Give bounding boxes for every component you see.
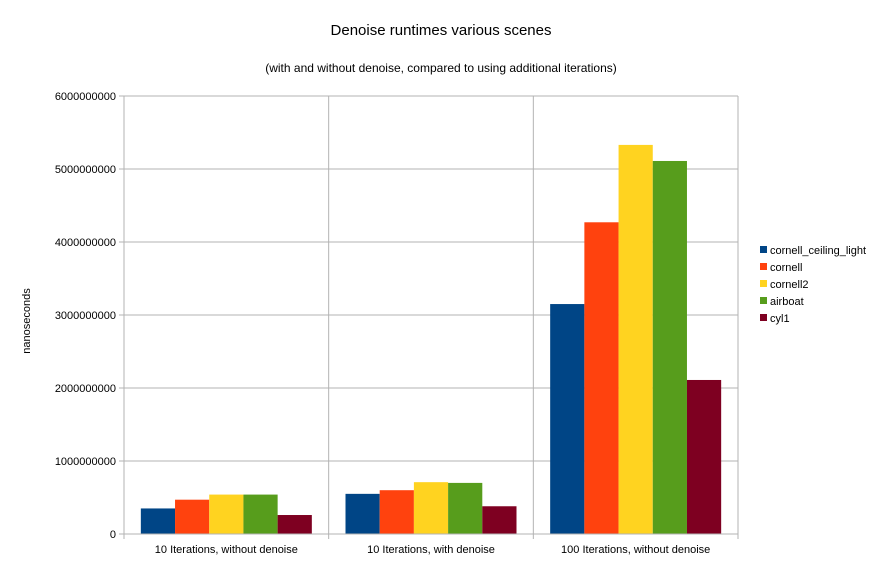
chart-title: Denoise runtimes various scenes bbox=[331, 22, 552, 39]
y-tick-label: 0 bbox=[110, 529, 116, 541]
y-tick-label: 1000000000 bbox=[55, 456, 116, 468]
legend-swatch-cornell bbox=[760, 263, 767, 270]
x-tick-label: 100 Iterations, without denoise bbox=[561, 544, 710, 556]
bar-airboat bbox=[652, 160, 687, 534]
y-tick-label: 2000000000 bbox=[55, 383, 116, 395]
bar-cornell bbox=[584, 222, 619, 535]
y-tick-label: 4000000000 bbox=[55, 237, 116, 249]
bar-cornell bbox=[379, 490, 414, 534]
legend-label-cornell: cornell bbox=[770, 262, 802, 274]
y-tick-label: 6000000000 bbox=[55, 91, 116, 103]
axes bbox=[123, 96, 738, 535]
bar-cornell2 bbox=[413, 482, 449, 534]
legend-label-cornell2: cornell2 bbox=[770, 279, 809, 291]
y-tick-labels: 0 1000000000 2000000000 3000000000 400000000… bbox=[55, 91, 116, 541]
legend-label-cyl1: cyl1 bbox=[770, 313, 790, 325]
bar-cornell_ceiling_light bbox=[345, 493, 380, 534]
y-tick-label: 3000000000 bbox=[55, 310, 116, 322]
bar-cyl1 bbox=[686, 379, 722, 534]
bar-cyl1 bbox=[277, 515, 312, 534]
legend-swatch-cyl1 bbox=[760, 314, 767, 321]
bar-cornell bbox=[175, 499, 210, 534]
bar-airboat bbox=[243, 494, 278, 534]
bar-cornell_ceiling_light bbox=[550, 304, 585, 534]
bar-cornell2 bbox=[618, 144, 653, 534]
x-tick-label: 10 Iterations, without denoise bbox=[155, 544, 298, 556]
legend-swatch-cornell2 bbox=[760, 280, 767, 287]
bar-cornell2 bbox=[209, 494, 244, 534]
legend-swatch-cornell_ceiling_light bbox=[760, 246, 767, 253]
legend-swatch-airboat bbox=[760, 297, 767, 304]
x-tick-label: 10 Iterations, with denoise bbox=[367, 544, 495, 556]
bars bbox=[140, 144, 722, 535]
bar-cyl1 bbox=[482, 506, 517, 534]
bar-airboat bbox=[448, 482, 483, 534]
gridlines bbox=[119, 95, 739, 539]
x-tick-labels: 10 Iterations, without denoise 10 Iterati… bbox=[155, 544, 710, 556]
chart-subtitle: (with and without denoise, compared to u… bbox=[265, 61, 617, 75]
y-tick-label: 5000000000 bbox=[55, 164, 116, 176]
legend-label-airboat: airboat bbox=[770, 296, 804, 308]
y-axis-label: nanoseconds bbox=[21, 288, 33, 354]
bar-cornell_ceiling_light bbox=[140, 508, 176, 534]
legend-label-cornell_ceiling_light: cornell_ceiling_light bbox=[770, 245, 866, 257]
